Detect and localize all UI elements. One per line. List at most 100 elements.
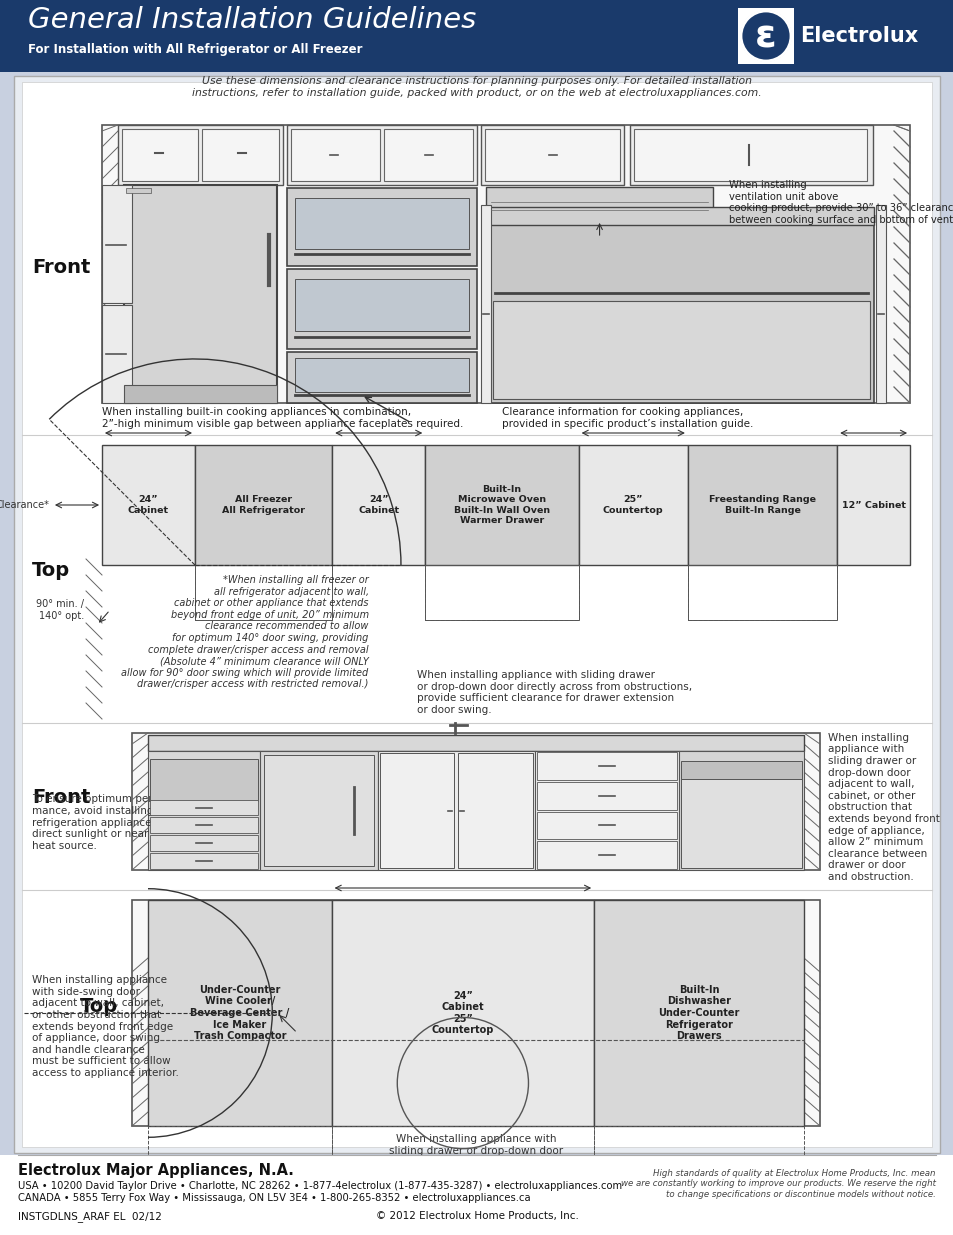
Text: USA • 10200 David Taylor Drive • Charlotte, NC 28262 • 1-877-4electrolux (1-877-: USA • 10200 David Taylor Drive • Charlot…	[18, 1181, 621, 1191]
Bar	[687, 564, 837, 620]
Bar	[124, 385, 276, 403]
Text: CANADA • 5855 Terry Fox Way • Mississauga, ON L5V 3E4 • 1-800-265-8352 • electro: CANADA • 5855 Terry Fox Way • Mississaug…	[18, 1193, 530, 1203]
Bar	[594, 1126, 803, 1161]
Text: To ensure optimum perfor-
mance, avoid installing
refrigeration appliances in
di: To ensure optimum perfor- mance, avoid i…	[32, 794, 170, 851]
Text: Clearance information for cooking appliances,
provided in specific product’s ins: Clearance information for cooking applia…	[501, 408, 753, 429]
Bar	[537, 811, 677, 840]
Bar	[148, 1126, 332, 1161]
Bar	[738, 7, 793, 64]
Bar	[377, 751, 535, 869]
Text: 24”
Cabinet
25”
Countertop: 24” Cabinet 25” Countertop	[432, 990, 494, 1035]
Text: 24”
Cabinet: 24” Cabinet	[128, 495, 169, 515]
Text: Electrolux: Electrolux	[800, 26, 918, 46]
Bar	[425, 445, 578, 564]
Bar	[489, 207, 873, 225]
Bar	[150, 835, 257, 851]
Bar	[291, 128, 379, 182]
Text: © 2012 Electrolux Home Products, Inc.: © 2012 Electrolux Home Products, Inc.	[375, 1212, 578, 1221]
Bar	[680, 779, 801, 868]
Bar	[294, 198, 469, 248]
Bar	[425, 564, 578, 620]
Text: 90° min. /
140° opt.: 90° min. / 140° opt.	[36, 599, 84, 621]
Text: Under-Counter
Wine Cooler/
Beverage Center /
Ice Maker
Trash Compactor: Under-Counter Wine Cooler/ Beverage Cent…	[190, 984, 289, 1041]
Circle shape	[740, 11, 790, 61]
Text: Top: Top	[80, 997, 118, 1016]
Bar	[537, 752, 677, 779]
Bar	[485, 186, 713, 220]
Bar	[332, 445, 425, 564]
Text: *When installing all freezer or
all refrigerator adjacent to wall,
cabinet or ot: *When installing all freezer or all refr…	[121, 576, 368, 689]
Bar	[332, 1126, 594, 1161]
Bar	[102, 185, 132, 303]
Text: INSTGDLNS_ARAF EL  02/12: INSTGDLNS_ARAF EL 02/12	[18, 1212, 162, 1221]
Text: When installing appliance with
sliding drawer or drop-down door
directly across : When installing appliance with sliding d…	[388, 1134, 563, 1191]
Text: Clearance*: Clearance*	[0, 500, 49, 510]
Bar	[0, 0, 953, 72]
Text: Freestanding Range
Built-In Range: Freestanding Range Built-In Range	[708, 495, 815, 515]
Bar	[287, 352, 476, 403]
Bar	[875, 205, 885, 403]
Bar	[287, 269, 476, 348]
Bar	[537, 782, 677, 809]
Bar	[633, 128, 866, 182]
Bar	[294, 279, 469, 331]
Bar	[194, 564, 332, 620]
Bar	[132, 734, 820, 869]
Bar	[122, 128, 198, 182]
Bar	[294, 358, 469, 391]
Text: Built-In
Dishwasher
Under-Counter
Refrigerator
Drawers: Built-In Dishwasher Under-Counter Refrig…	[658, 984, 739, 1041]
Bar	[594, 900, 803, 1126]
Bar	[493, 301, 869, 399]
Bar	[837, 445, 909, 564]
Text: High standards of quality at Electrolux Home Products, Inc. mean
we are constant: High standards of quality at Electrolux …	[620, 1170, 935, 1199]
Bar	[480, 205, 491, 403]
Bar	[679, 751, 803, 869]
Bar	[384, 128, 473, 182]
Bar	[263, 755, 374, 866]
Text: Front: Front	[32, 788, 91, 806]
Text: When installing built-in cooking appliances in combination,
2”-high minimum visi: When installing built-in cooking applian…	[102, 408, 463, 429]
Bar	[126, 188, 151, 193]
Bar	[457, 753, 533, 868]
Bar	[480, 125, 623, 185]
Text: 25”
Countertop: 25” Countertop	[602, 495, 663, 515]
Bar	[578, 445, 687, 564]
Bar	[687, 564, 837, 620]
Text: Front: Front	[32, 258, 91, 277]
Text: Built-In
Microwave Oven
Built-In Wall Oven
Warmer Drawer: Built-In Microwave Oven Built-In Wall Ov…	[454, 485, 550, 525]
Text: Use these dimensions and clearance instructions for planning purposes only. For : Use these dimensions and clearance instr…	[192, 77, 761, 98]
Text: All Freezer
All Refrigerator: All Freezer All Refrigerator	[222, 495, 305, 515]
Bar	[687, 445, 837, 564]
Text: General Installation Guidelines: General Installation Guidelines	[28, 6, 476, 35]
Bar	[425, 564, 578, 620]
Bar	[132, 900, 820, 1126]
Bar	[537, 841, 677, 869]
Bar	[22, 82, 931, 1147]
Bar	[14, 77, 939, 1153]
Bar	[150, 818, 257, 834]
Text: When installing
ventilation unit above
cooking product, provide 30” to 36” clear: When installing ventilation unit above c…	[728, 180, 953, 225]
Bar	[148, 735, 803, 751]
Text: When installing
appliance with
sliding drawer or
drop-down door
adjacent to wall: When installing appliance with sliding d…	[827, 732, 939, 882]
Bar	[287, 188, 476, 266]
Bar	[150, 853, 257, 869]
Text: 24”
Cabinet: 24” Cabinet	[357, 495, 399, 515]
Bar	[332, 900, 594, 1126]
Bar	[379, 753, 454, 868]
Bar	[535, 751, 679, 869]
Bar	[150, 799, 257, 815]
Bar	[194, 445, 332, 564]
Bar	[150, 760, 257, 800]
Bar	[124, 185, 276, 403]
Text: Top: Top	[32, 561, 71, 579]
Text: 12” Cabinet: 12” Cabinet	[841, 500, 904, 510]
Bar	[148, 751, 259, 869]
Bar	[202, 128, 278, 182]
Bar	[259, 751, 377, 869]
Bar	[489, 225, 873, 403]
Bar	[484, 128, 618, 182]
Bar	[102, 125, 909, 403]
Bar	[0, 1155, 953, 1235]
Bar	[680, 761, 801, 779]
Bar	[194, 564, 332, 620]
